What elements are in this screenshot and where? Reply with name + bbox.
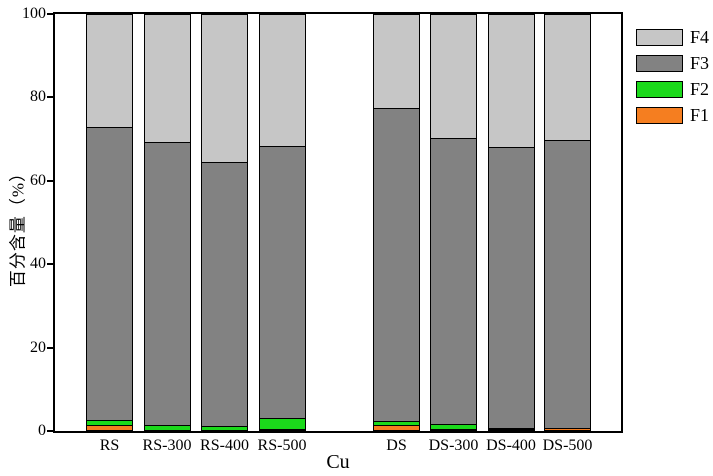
legend-label-f1: F1 — [690, 105, 710, 125]
legend-item-f4: F4 — [636, 27, 710, 47]
y-axis-tick — [47, 13, 53, 15]
legend-swatch-f3 — [636, 55, 683, 72]
y-axis-tick-label: 100 — [22, 5, 46, 22]
bar-segment-ds-f1 — [374, 425, 419, 430]
stacked-bar-ds — [373, 14, 420, 431]
legend-swatch-f4 — [636, 29, 683, 46]
bar-segment-rs-f2 — [87, 419, 132, 425]
y-axis-tick-label: 0 — [38, 422, 46, 439]
y-axis-tick — [47, 179, 53, 182]
y-axis-tick-label: 40 — [30, 255, 46, 273]
bar-segment-rs-500-f3 — [259, 145, 305, 419]
bar-segment-rs-400-f2 — [202, 425, 247, 430]
y-axis-tick-label: 60 — [30, 171, 46, 189]
stacked-bar-rs-500 — [258, 14, 306, 431]
bar-segment-ds-400-f4 — [488, 15, 534, 147]
bar-segment-ds-f4 — [374, 15, 419, 109]
bar-segment-rs-f1 — [87, 424, 132, 430]
bar-segment-rs-500-f4 — [259, 15, 305, 146]
legend-item-f2: F2 — [636, 79, 710, 99]
bar-segment-ds-400-f2 — [488, 428, 534, 429]
x-axis-tick-label-rs: RS — [99, 437, 120, 454]
legend-swatch-f1 — [636, 107, 683, 124]
bar-segment-ds-300-f1 — [431, 429, 476, 430]
plot-area — [47, 12, 623, 433]
bar-segment-ds-500-f3 — [545, 139, 590, 428]
bar-segment-rs-300-f2 — [144, 424, 190, 430]
bar-segment-rs-300-f4 — [144, 15, 190, 142]
legend-item-f3: F3 — [636, 53, 710, 73]
bar-segment-ds-400-f3 — [488, 146, 534, 428]
bar-segment-rs-400-f4 — [202, 15, 247, 163]
stacked-bar-ds-500 — [544, 14, 591, 431]
legend-label-f3: F3 — [690, 53, 710, 73]
bar-segment-ds-300-f3 — [431, 138, 476, 425]
bar-segment-ds-f2 — [374, 420, 419, 425]
x-axis-tick-label-rs-400: RS-400 — [200, 437, 249, 454]
bar-segment-rs-400-f3 — [202, 162, 247, 426]
bar-segment-ds-300-f2 — [431, 424, 476, 429]
y-axis-tick — [47, 430, 53, 432]
bar-segment-rs-500-f2 — [259, 418, 305, 429]
stacked-bar-rs-300 — [143, 14, 191, 431]
y-axis-tick — [47, 346, 53, 349]
x-axis-title: Cu — [326, 451, 350, 473]
stacked-bar-rs-400 — [201, 14, 248, 431]
x-axis-tick-label-ds-300: DS-300 — [428, 437, 479, 454]
bar-segment-ds-500-f1 — [545, 427, 590, 430]
y-axis-tick-label: 20 — [30, 338, 46, 356]
stacked-bar-rs — [86, 14, 133, 431]
x-axis-tick-label-ds-500: DS-500 — [542, 437, 593, 454]
x-axis-tick-label-ds-400: DS-400 — [486, 437, 536, 454]
legend-swatch-f2 — [636, 81, 683, 98]
bar-segment-ds-400-f1 — [488, 429, 534, 430]
legend-label-f2: F2 — [690, 79, 710, 99]
bar-segment-rs-f3 — [87, 127, 132, 420]
y-axis-title: 百分含量（%） — [8, 163, 28, 288]
bar-segment-ds-300-f4 — [431, 15, 476, 139]
bar-segment-rs-500-f1 — [259, 428, 305, 430]
x-axis-tick-label-rs-500: RS-500 — [257, 437, 307, 454]
x-axis-tick-label-rs-300: RS-300 — [142, 437, 192, 454]
y-axis-tick-label: 80 — [30, 88, 46, 106]
stacked-bar-ds-400 — [487, 14, 535, 431]
y-axis-tick — [47, 96, 53, 99]
bar-segment-rs-f4 — [87, 15, 132, 128]
legend-label-f4: F4 — [690, 27, 710, 47]
bar-segment-ds-500-f4 — [545, 15, 590, 140]
legend-item-f1: F1 — [636, 105, 710, 125]
stacked-bar-ds-300 — [430, 14, 477, 431]
y-axis-tick — [47, 263, 53, 266]
bar-segment-rs-300-f3 — [144, 141, 190, 425]
legend: F4 F3 F2 F1 — [636, 27, 710, 133]
bar-segment-ds-f3 — [374, 108, 419, 421]
x-axis-tick-label-ds: DS — [386, 437, 407, 454]
